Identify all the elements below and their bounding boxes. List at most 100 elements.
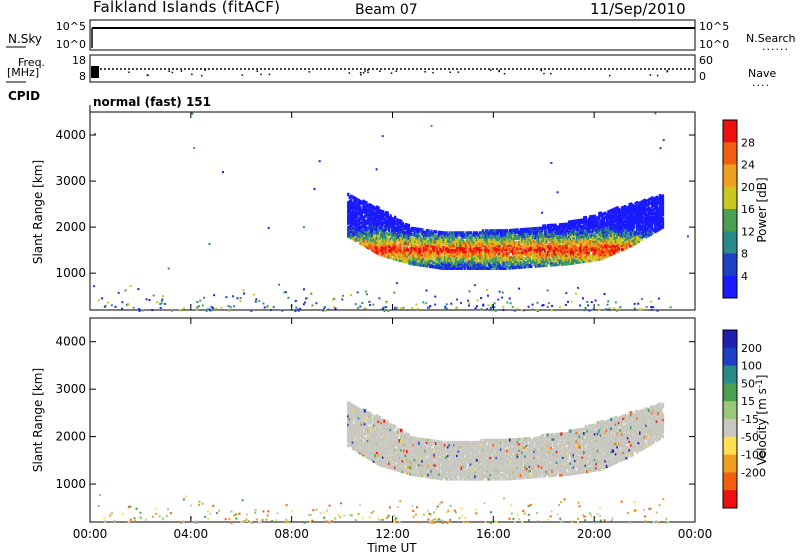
power-cell [424,239,427,243]
velocity-cell [398,456,401,460]
power-cell [444,307,447,310]
velocity-cell [450,466,453,470]
power-cell [630,221,633,225]
power-cell [481,239,485,243]
velocity-cell [443,445,447,449]
power-cell [431,231,435,236]
power-cell [617,218,621,222]
power-cell [356,198,359,202]
velocity-cell [394,435,397,439]
velocity-cell [384,422,388,426]
power-cell [356,233,359,237]
velocity-cell [357,409,361,414]
power-cell [406,256,409,260]
power-cell [580,226,583,231]
power-cell [616,220,619,225]
velocity-cell [431,452,435,456]
power-cell [448,233,451,237]
power-cell [528,227,531,231]
power-cell [486,229,489,233]
power-cell [557,227,560,231]
power-cell [418,244,421,248]
power-cell [374,237,377,242]
velocity-cell [398,447,401,451]
velocity-cell [437,457,441,461]
velocity-cell [404,453,407,458]
power-cell [533,243,536,248]
velocity-cell [389,438,392,442]
power-cell [599,221,603,226]
power-cell [554,246,557,250]
power-cell [501,231,504,235]
power-cell [599,240,603,244]
power-cell [495,249,498,254]
power-cell [659,147,662,150]
power-cell [637,208,640,212]
velocity-cell [430,458,433,462]
velocity-cell [380,429,383,433]
power-cell [563,253,566,258]
velocity-cell [356,432,359,436]
velocity-cell [428,456,432,460]
power-cell [531,254,535,258]
velocity-cell [374,460,377,464]
power-cell [493,256,497,260]
power-cell [496,264,500,268]
power-cell [437,243,441,247]
power-cell [654,225,657,229]
power-cell [569,234,572,239]
velocity-cell [394,465,397,469]
velocity-cell [422,446,426,450]
power-cell [477,237,480,241]
power-cell [350,233,353,238]
power-cell [548,234,551,238]
power-cell [533,231,536,235]
power-cell [380,232,383,236]
power-cell [658,216,662,221]
power-cell [484,247,488,252]
velocity-cell [383,438,386,443]
power-cell [640,231,643,235]
power-cell [564,255,568,260]
velocity-cell [413,462,417,466]
power-cell [502,305,505,308]
power-cell [599,232,603,236]
power-cell [649,197,652,201]
power-cell [512,228,515,233]
power-cell [418,263,421,267]
power-cell [310,292,313,295]
power-cell [357,201,361,205]
power-cell [654,112,657,115]
power-cell [608,246,612,251]
velocity-cell [409,435,412,440]
power-cell [372,214,376,218]
power-cell [509,260,512,264]
power-cell [528,246,531,250]
power-cell [354,222,358,226]
power-cell [129,285,132,288]
power-cell [525,256,528,261]
power-cell [658,196,662,200]
power-cell [549,252,553,257]
power-cell [395,218,398,222]
power-cell [625,216,628,221]
velocity-cell [434,471,438,476]
velocity-cell [377,440,380,445]
power-cell [445,233,448,237]
velocity-cell [407,439,410,443]
velocity-cell [347,411,350,416]
power-cell [419,246,423,251]
power-cell [490,262,494,266]
power-cell [661,206,665,211]
power-cell [392,246,395,250]
power-cell [459,247,462,252]
velocity-cell [403,470,406,474]
velocity-cell [410,468,414,472]
velocity-cell [403,451,406,455]
power-cell [542,226,545,230]
power-cell [471,258,474,262]
velocity-cell [348,442,351,447]
power-cell [359,212,362,216]
power-cell [356,212,359,216]
power-cell [539,264,542,268]
